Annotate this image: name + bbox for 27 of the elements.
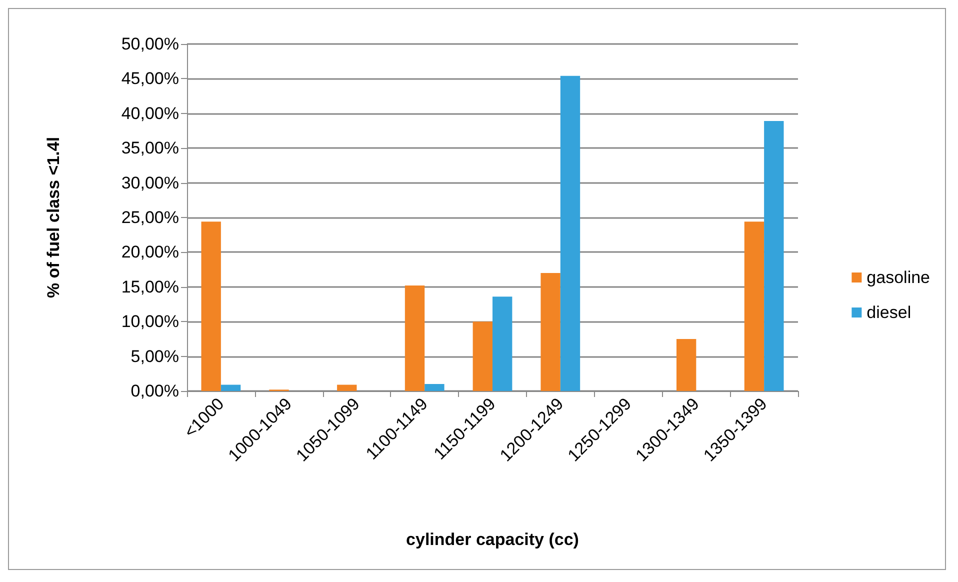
y-tick-label: 20,00% bbox=[121, 242, 179, 262]
y-tick-label: 10,00% bbox=[121, 312, 179, 332]
y-tick-label: 50,00% bbox=[121, 34, 179, 54]
y-tick-label: 15,00% bbox=[121, 277, 179, 296]
bar bbox=[404, 286, 425, 391]
legend-label: gasoline bbox=[866, 268, 930, 287]
bar bbox=[764, 121, 784, 391]
bar bbox=[676, 338, 696, 391]
bar bbox=[492, 296, 512, 391]
legend-label: diesel bbox=[866, 303, 912, 322]
bar bbox=[744, 222, 764, 391]
bar bbox=[472, 322, 492, 391]
bar bbox=[337, 384, 357, 391]
bar bbox=[201, 222, 221, 391]
y-tick-label: 40,00% bbox=[121, 104, 179, 123]
x-axis-title: cylinder capacity (cc) bbox=[406, 530, 579, 549]
y-tick-label: 35,00% bbox=[121, 138, 179, 158]
bar bbox=[424, 384, 444, 391]
y-axis-title: % of fuel class <1.4l bbox=[44, 136, 63, 298]
y-tick-label: 30,00% bbox=[121, 173, 179, 192]
bar bbox=[220, 384, 241, 391]
y-tick-label: 5,00% bbox=[130, 346, 179, 366]
y-tick-label: 45,00% bbox=[121, 69, 179, 88]
bar bbox=[560, 76, 580, 391]
bar bbox=[540, 273, 560, 391]
y-tick-label: 25,00% bbox=[121, 208, 179, 227]
y-tick-label: 0,00% bbox=[130, 382, 179, 400]
